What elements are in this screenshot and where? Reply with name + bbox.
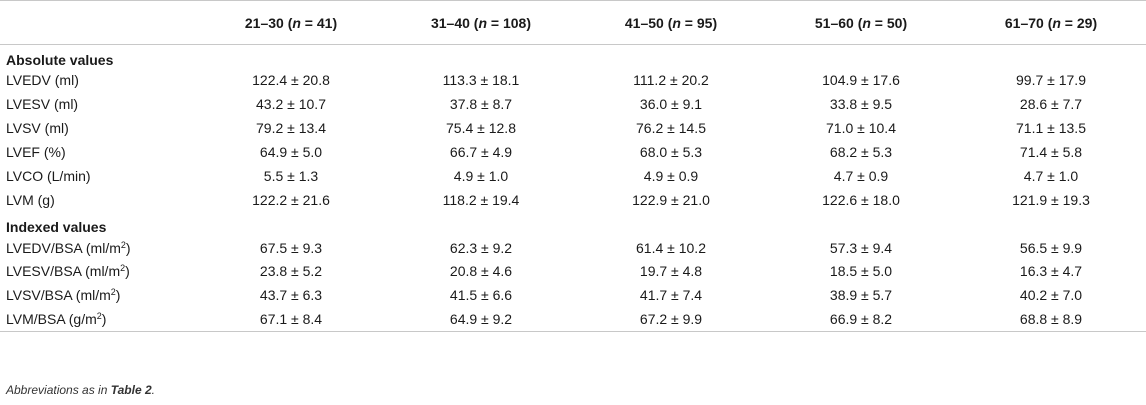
- table-cell: 99.7 ± 17.9: [1016, 72, 1086, 89]
- table-cell: 4.9 ± 0.9: [643, 167, 699, 184]
- header-row: 21–30 (n = 41) 31–40 (n = 108) 41–50 (n …: [0, 0, 1146, 45]
- header-corner: [0, 0, 196, 45]
- header-group-21-30: 21–30 (n = 41): [196, 0, 386, 45]
- table-cell: 122.6 ± 18.0: [822, 191, 900, 208]
- table-row: LVSV (ml) 79.2 ± 13.4 75.4 ± 12.8 76.2 ± 14…: [0, 116, 1146, 140]
- table-cell: 75.4 ± 12.8: [446, 120, 516, 137]
- table-cell: 66.7 ± 4.9: [449, 144, 513, 160]
- table-cell: 4.7 ± 1.0: [1023, 167, 1079, 184]
- table-cell: 68.8 ± 8.9: [956, 307, 1146, 332]
- table-cell: 113.3 ± 18.1: [442, 72, 520, 89]
- table-cell: 71.0 ± 10.4: [826, 120, 896, 137]
- table-cell: 71.4 ± 5.8: [1019, 144, 1083, 160]
- results-table: 21–30 (n = 41) 31–40 (n = 108) 41–50 (n …: [0, 0, 1146, 332]
- table-cell: 43.7 ± 6.3: [259, 287, 323, 304]
- table-cell: 67.1 ± 8.4: [196, 307, 386, 332]
- table-cell: 71.1 ± 13.5: [1016, 120, 1086, 137]
- row-label: LVESV/BSA (ml/m2): [6, 263, 130, 280]
- table-cell: 41.5 ± 6.6: [449, 287, 513, 304]
- table-container: 21–30 (n = 41) 31–40 (n = 108) 41–50 (n …: [0, 0, 1146, 332]
- table-row: LVCO (L/min) 5.5 ± 1.3 4.9 ± 1.0 4.9 ± 0.9 4…: [0, 164, 1146, 188]
- row-label: LVESV (ml): [6, 96, 79, 113]
- table-cell: 122.4 ± 20.8: [252, 72, 330, 89]
- table-row: LVM/BSA (g/m2) 67.1 ± 8.4 64.9 ± 9.2 67.2 ±…: [0, 307, 1146, 332]
- table-row: LVEF (%) 64.9 ± 5.0 66.7 ± 4.9 68.0 ± 5.3 68…: [0, 140, 1146, 164]
- table-row: LVEDV/BSA (ml/m2) 67.5 ± 9.3 62.3 ± 9.2 61.…: [0, 236, 1146, 260]
- section-title: Absolute values: [6, 51, 114, 68]
- table-cell: 122.2 ± 21.6: [252, 191, 330, 208]
- table-cell: 68.0 ± 5.3: [639, 144, 703, 160]
- table-cell: 67.2 ± 9.9: [576, 307, 766, 332]
- row-label: LVSV (ml): [6, 120, 69, 137]
- table-cell: 41.7 ± 7.4: [639, 287, 703, 304]
- table-cell: 122.9 ± 21.0: [632, 191, 710, 208]
- table-cell: 56.5 ± 9.9: [1019, 239, 1083, 256]
- header-group-61-70: 61–70 (n = 29): [956, 0, 1146, 45]
- row-label: LVEDV (ml): [6, 72, 79, 89]
- table-cell: 18.5 ± 5.0: [829, 263, 893, 280]
- table-cell: 19.7 ± 4.8: [639, 263, 703, 280]
- section-title: Indexed values: [6, 218, 107, 235]
- table-row: LVEDV (ml) 122.4 ± 20.8 113.3 ± 18.1 111.2 …: [0, 68, 1146, 92]
- table-row: LVESV (ml) 43.2 ± 10.7 37.8 ± 8.7 36.0 ± 9.…: [0, 92, 1146, 116]
- section-row: Absolute values: [0, 45, 1146, 69]
- table-cell: 111.2 ± 20.2: [633, 72, 709, 89]
- table-cell: 4.9 ± 1.0: [453, 167, 509, 184]
- footnote-table-ref: Table 2: [110, 383, 152, 397]
- table-cell: 61.4 ± 10.2: [636, 239, 706, 256]
- table-cell: 4.7 ± 0.9: [833, 167, 889, 184]
- table-cell: 66.9 ± 8.2: [766, 307, 956, 332]
- table-cell: 20.8 ± 4.6: [449, 263, 513, 280]
- table-cell: 40.2 ± 7.0: [1019, 287, 1083, 304]
- table-row: LVSV/BSA (ml/m2) 43.7 ± 6.3 41.5 ± 6.6 41.7…: [0, 283, 1146, 307]
- row-label: LVEDV/BSA (ml/m2): [6, 239, 131, 256]
- table-cell: 28.6 ± 7.7: [1019, 96, 1083, 113]
- table-cell: 118.2 ± 19.4: [442, 191, 520, 208]
- table-cell: 23.8 ± 5.2: [259, 263, 323, 280]
- table-cell: 121.9 ± 19.3: [1012, 191, 1090, 208]
- table-cell: 38.9 ± 5.7: [829, 287, 893, 304]
- table-row: LVESV/BSA (ml/m2) 23.8 ± 5.2 20.8 ± 4.6 19.…: [0, 260, 1146, 284]
- table-cell: 36.0 ± 9.1: [639, 96, 703, 113]
- table-cell: 16.3 ± 4.7: [1019, 263, 1083, 280]
- table-cell: 64.9 ± 9.2: [386, 307, 576, 332]
- table-cell: 57.3 ± 9.4: [829, 239, 893, 256]
- row-label: LVM (g): [6, 191, 55, 208]
- table-cell: 68.2 ± 5.3: [829, 144, 893, 160]
- table-cell: 104.9 ± 17.6: [822, 72, 900, 89]
- table-cell: 43.2 ± 10.7: [256, 96, 326, 113]
- table-cell: 67.5 ± 9.3: [259, 239, 323, 256]
- row-label: LVM/BSA (g/m2): [0, 307, 196, 332]
- table-cell: 79.2 ± 13.4: [256, 120, 326, 137]
- table-row: LVM (g) 122.2 ± 21.6 118.2 ± 19.4 122.9 ± 2…: [0, 188, 1146, 212]
- row-label: LVEF (%): [6, 144, 66, 160]
- row-label: LVCO (L/min): [6, 167, 91, 184]
- table-body: Absolute values LVEDV (ml) 122.4 ± 20.8 113…: [0, 45, 1146, 332]
- table-cell: 64.9 ± 5.0: [259, 144, 323, 160]
- table-cell: 5.5 ± 1.3: [263, 167, 319, 184]
- table-cell: 37.8 ± 8.7: [449, 96, 513, 113]
- row-label: LVSV/BSA (ml/m2): [6, 287, 121, 304]
- table-cell: 62.3 ± 9.2: [449, 239, 513, 256]
- header-group-31-40: 31–40 (n = 108): [386, 0, 576, 45]
- header-group-41-50: 41–50 (n = 95): [576, 0, 766, 45]
- footnote: Abbreviations as in Table 2.: [6, 383, 155, 397]
- table-cell: 33.8 ± 9.5: [829, 96, 893, 113]
- header-group-51-60: 51–60 (n = 50): [766, 0, 956, 45]
- table-cell: 76.2 ± 14.5: [636, 120, 706, 137]
- section-row: Indexed values: [0, 212, 1146, 236]
